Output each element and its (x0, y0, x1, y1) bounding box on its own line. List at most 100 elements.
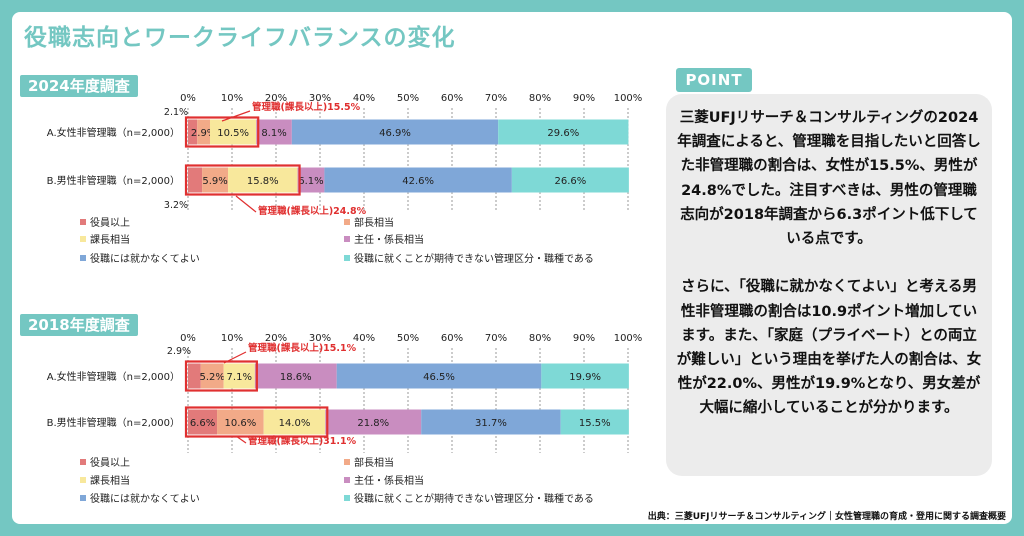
bar-segment (560, 409, 629, 435)
bar-segment (421, 409, 561, 435)
legend-swatch (80, 236, 86, 242)
bar-segment (202, 167, 229, 193)
x-tick-label: 60% (441, 93, 463, 104)
legend-swatch (344, 236, 350, 242)
legend-swatch (344, 477, 350, 483)
data-label: 6.1% (298, 176, 323, 187)
x-tick-label: 30% (309, 333, 331, 344)
legend-label: 主任・係長相当 (354, 474, 424, 487)
legend-swatch (344, 459, 350, 465)
category-label: A.女性非管理職（n=2,000） (47, 126, 180, 139)
legend-swatch (80, 255, 86, 261)
legend-swatch (344, 495, 350, 501)
x-tick-label: 80% (529, 333, 551, 344)
data-label-outside: 2.1% (164, 107, 188, 118)
legend-label: 役職に就くことが期待できない管理区分・職種である (354, 492, 594, 505)
x-tick-label: 10% (221, 333, 243, 344)
data-label: 6.6% (190, 418, 215, 429)
legend-swatch (344, 219, 350, 225)
data-label: 5.2% (199, 372, 224, 383)
legend-label: 部長相当 (354, 216, 394, 229)
data-label-outside: 2.9% (167, 346, 191, 357)
management-highlight-box (184, 360, 258, 392)
bar-segment (254, 363, 337, 389)
bar-segment (297, 167, 325, 193)
legend-label: 課長相当 (90, 233, 130, 246)
data-label: 18.6% (280, 372, 312, 383)
bar-segment (197, 119, 210, 145)
bar-segment (336, 363, 542, 389)
x-tick-label: 70% (485, 93, 507, 104)
x-tick-label: 90% (573, 93, 595, 104)
bar-segment (325, 409, 422, 435)
data-label: 10.5% (217, 128, 249, 139)
bar-segment (223, 363, 255, 389)
data-label: 5.9% (202, 176, 227, 187)
legend-label: 役職に就くことが期待できない管理区分・職種である (354, 252, 594, 265)
bar-segment (210, 119, 257, 145)
point-box (666, 94, 992, 476)
annotation-label: 管理職(課長以上)24.8% (258, 205, 367, 217)
bar-segment (188, 119, 198, 145)
annotation-label: 管理職(課長以上)15.5% (252, 101, 361, 113)
x-tick-label: 40% (353, 93, 375, 104)
x-tick-label: 10% (221, 93, 243, 104)
bar-segment (217, 409, 264, 435)
category-label: A.女性非管理職（n=2,000） (47, 370, 180, 383)
data-label: 21.8% (357, 418, 389, 429)
legend-label: 役員以上 (90, 216, 130, 229)
annotation-label: 管理職(課長以上)15.1% (248, 342, 357, 354)
annotation-leader (235, 195, 257, 213)
data-label: 46.9% (379, 128, 411, 139)
source-note: 出典：三菱UFJリサーチ＆コンサルティング｜女性管理職の育成・登用に関する調査概… (647, 512, 1006, 522)
x-tick-label: 90% (573, 333, 595, 344)
data-label: 7.1% (227, 372, 252, 383)
page-title: 役職志向とワークライフバランスの変化 (24, 25, 456, 51)
category-label: B.男性非管理職（n=2,000） (47, 174, 180, 187)
data-label: 29.6% (547, 128, 579, 139)
bar-segment (263, 409, 326, 435)
legend-label: 役職には就かなくてよい (90, 492, 200, 505)
x-tick-label: 40% (353, 333, 375, 344)
bar-segment (188, 409, 218, 435)
annotation-leader (221, 110, 251, 122)
data-label: 2.9% (191, 128, 216, 139)
bar-segment (498, 119, 629, 145)
annotation-label: 管理職(課長以上)31.1% (248, 435, 357, 447)
bar-segment (511, 167, 629, 193)
data-label-outside: 3.2% (164, 200, 188, 211)
category-label: B.男性非管理職（n=2,000） (47, 416, 180, 429)
legend-label: 役員以上 (90, 456, 130, 469)
data-label: 8.1% (261, 128, 286, 139)
chart-2024-title: 2024年度調査 (20, 75, 138, 97)
bar-segment (188, 363, 201, 389)
data-label: 15.5% (579, 418, 611, 429)
legend-label: 課長相当 (90, 474, 130, 487)
legend-label: 主任・係長相当 (354, 233, 424, 246)
x-tick-label: 100% (614, 93, 643, 104)
chart-2018-title: 2018年度調査 (20, 314, 138, 336)
bar-segment (541, 363, 629, 389)
management-highlight-box (184, 406, 329, 438)
bar-segment (200, 363, 224, 389)
x-tick-label: 0% (180, 333, 196, 344)
x-tick-label: 60% (441, 333, 463, 344)
x-tick-label: 20% (265, 93, 287, 104)
data-label: 26.6% (554, 176, 586, 187)
data-label: 42.6% (402, 176, 434, 187)
data-label: 10.6% (224, 418, 256, 429)
management-highlight-box (184, 164, 301, 196)
point-text: 三菱UFJリサーチ＆コンサルティングの2024年調査によると、管理職を目指したい… (676, 110, 982, 417)
x-tick-label: 50% (397, 333, 419, 344)
data-label: 19.9% (569, 372, 601, 383)
legend-swatch (80, 459, 86, 465)
bar-segment (291, 119, 499, 145)
x-tick-label: 20% (265, 333, 287, 344)
point-label: POINT (676, 68, 752, 92)
data-label: 14.0% (279, 418, 311, 429)
x-tick-label: 100% (614, 333, 643, 344)
annotation-leader (235, 435, 247, 444)
management-highlight-box (184, 116, 260, 148)
legend-swatch (344, 255, 350, 261)
